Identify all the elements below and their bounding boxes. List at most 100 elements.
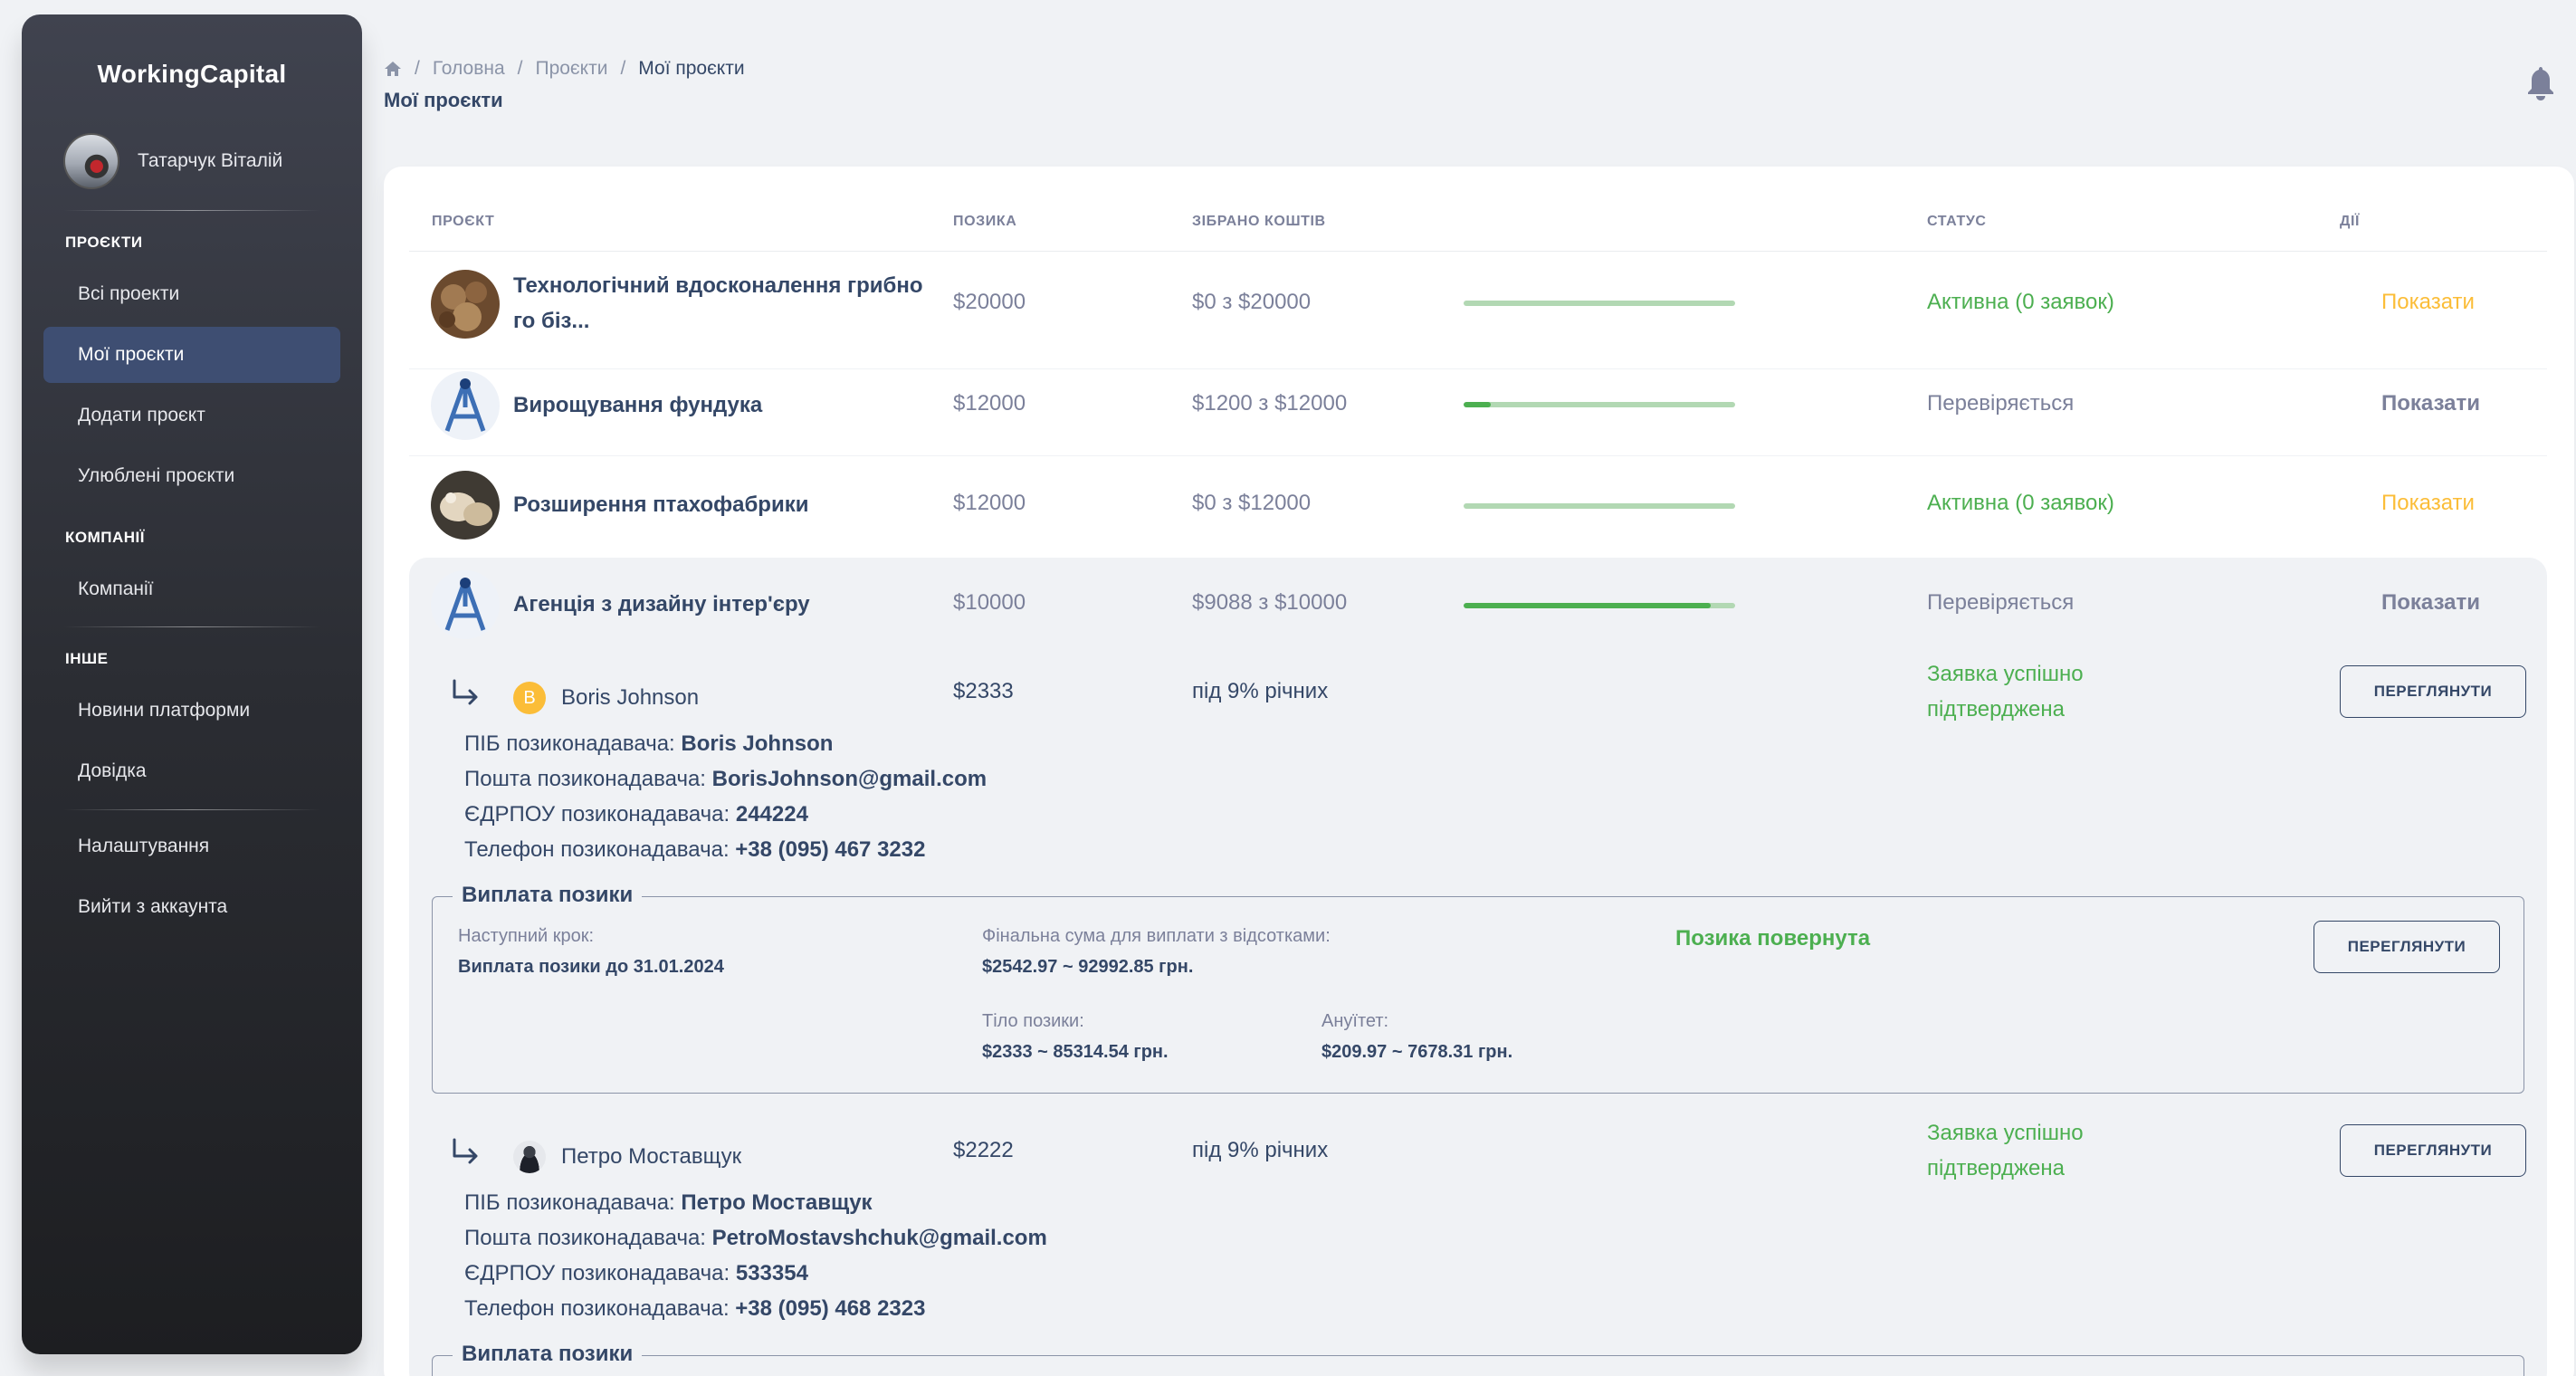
column-header-actions: ДІЇ: [2340, 214, 2361, 229]
breadcrumb-separator: /: [620, 58, 626, 79]
project-raised: $0 з $12000: [1192, 491, 1312, 515]
next-step-value: Виплата позики до 31.01.2024: [458, 957, 724, 977]
column-header-raised: ЗІБРАНО КОШТІВ: [1192, 214, 1326, 229]
annuity-label: Ануїтет:: [1321, 1011, 1389, 1031]
lender-status-line: Заявка успішно: [1927, 662, 2084, 686]
project-loan: $10000: [953, 590, 1026, 615]
sidebar-item-my-projects[interactable]: Мої проєкти: [43, 327, 340, 383]
project-image: [431, 371, 500, 440]
return-arrow-icon: [453, 679, 478, 705]
lender-edrpou-label: ЄДРПОУ позиконадавача:: [464, 1261, 736, 1285]
project-raised: $0 з $20000: [1192, 290, 1312, 314]
bell-icon[interactable]: [2525, 65, 2556, 101]
section-title-other: ІНШЕ: [65, 650, 109, 667]
column-header-status: СТАТУС: [1927, 214, 1987, 229]
repayment-fieldset: Виплата позики Наступний крок: Виплата п…: [432, 883, 2524, 1094]
show-link[interactable]: Показати: [2381, 590, 2481, 615]
project-name[interactable]: Вирощування фундука: [513, 393, 763, 417]
repayment-legend: Виплата позики: [453, 883, 643, 908]
progress-fill: [1464, 402, 1491, 407]
table-header-divider: [409, 251, 2547, 252]
progress-bar: [1464, 402, 1735, 407]
expanded-row-panel: [409, 558, 2547, 1376]
lender-phone-label: Телефон позиконадавача:: [464, 837, 736, 862]
breadcrumb-separator: /: [415, 58, 420, 79]
progress-bar: [1464, 301, 1735, 306]
lender-amount: $2333: [953, 679, 1014, 703]
sidebar-item-news[interactable]: Новини платформи: [78, 700, 251, 721]
row-divider: [409, 368, 2547, 369]
lender-edrpou-value: 533354: [735, 1261, 808, 1285]
loan-body-label: Тіло позики:: [982, 1011, 1084, 1031]
progress-fill: [1464, 603, 1711, 608]
view-button[interactable]: ПЕРЕГЛЯНУТИ: [2340, 1124, 2526, 1177]
project-loan: $12000: [953, 491, 1026, 515]
final-sum-value: $2542.97 ~ 92992.85 грн.: [982, 957, 1194, 977]
sidebar-item-help[interactable]: Довідка: [78, 760, 147, 781]
lender-rate: під 9% річних: [1192, 1138, 1329, 1162]
lender-edrpou: ЄДРПОУ позиконадавача: 533354: [464, 1261, 808, 1286]
lender-fio-label: ПІБ позиконадавача:: [464, 1190, 682, 1215]
project-status: Перевіряється: [1927, 391, 2075, 416]
sidebar-item-favorites[interactable]: Улюблені проєкти: [78, 465, 235, 486]
lender-fio-label: ПІБ позиконадавача:: [464, 731, 682, 756]
lender-email: Пошта позиконадавача: PetroMostavshchuk@…: [464, 1226, 1047, 1251]
lender-email-label: Пошта позиконадавача:: [464, 1226, 712, 1250]
sidebar: WorkingCapital Татарчук Віталій ПРОЄКТИ …: [22, 14, 362, 1354]
lender-status-line: підтверджена: [1927, 697, 2065, 721]
sidebar-item-all-projects[interactable]: Всі проекти: [78, 283, 180, 304]
progress-bar: [1464, 603, 1735, 608]
project-status: Перевіряється: [1927, 590, 2075, 615]
lender-fio: ПІБ позиконадавача: Boris Johnson: [464, 731, 833, 757]
lender-phone: Телефон позиконадавача: +38 (095) 468 23…: [464, 1296, 925, 1322]
next-step-label: Наступний крок:: [458, 926, 595, 946]
sidebar-item-settings[interactable]: Налаштування: [78, 836, 210, 856]
lender-fio-value: Петро Моставщук: [681, 1190, 873, 1215]
project-name-line: го біз...: [513, 309, 590, 333]
lender-email: Пошта позиконадавача: BorisJohnson@gmail…: [464, 767, 987, 792]
repayment-fieldset: Виплата позики: [432, 1342, 2524, 1376]
view-repayment-button[interactable]: ПЕРЕГЛЯНУТИ: [2314, 921, 2500, 973]
home-icon[interactable]: [384, 61, 402, 77]
lender-name: Boris Johnson: [561, 685, 700, 710]
lender-status-line: Заявка успішно: [1927, 1121, 2084, 1145]
sidebar-item-add-project[interactable]: Додати проєкт: [78, 405, 205, 425]
show-link[interactable]: Показати: [2381, 391, 2481, 416]
project-loan: $12000: [953, 391, 1026, 416]
breadcrumb-home[interactable]: Головна: [432, 58, 505, 79]
lender-email-label: Пошта позиконадавача:: [464, 767, 712, 791]
breadcrumb-separator: /: [517, 58, 523, 79]
repayment-status: Позика повернута: [1675, 926, 1871, 951]
lender-amount: $2222: [953, 1138, 1014, 1162]
project-name[interactable]: Розширення птахофабрики: [513, 492, 809, 517]
avatar: [63, 133, 119, 189]
progress-bar: [1464, 503, 1735, 509]
repayment-legend: Виплата позики: [453, 1342, 643, 1367]
breadcrumb: / Головна / Проєкти / Мої проєкти: [384, 58, 745, 80]
project-name[interactable]: Агенція з дизайну інтер'єру: [513, 592, 810, 616]
divider: [63, 626, 320, 627]
project-name[interactable]: Технологічний вдосконалення грибно го бі…: [513, 268, 922, 339]
project-status: Активна (0 заявок): [1927, 491, 2114, 515]
lender-status: Заявка успішно підтверджена: [1927, 656, 2084, 727]
breadcrumb-projects[interactable]: Проєкти: [535, 58, 608, 79]
section-title-companies: КОМПАНІЇ: [65, 529, 145, 546]
return-arrow-icon: [453, 1138, 478, 1164]
lender-fio: ПІБ позиконадавача: Петро Моставщук: [464, 1190, 873, 1216]
row-divider: [409, 455, 2547, 456]
sidebar-item-companies[interactable]: Компанії: [78, 578, 154, 599]
show-link[interactable]: Показати: [2381, 290, 2475, 314]
page-title: Мої проєкти: [384, 89, 503, 111]
sidebar-item-logout[interactable]: Вийти з аккаунта: [78, 896, 228, 917]
lender-avatar: [513, 1141, 546, 1173]
project-status: Активна (0 заявок): [1927, 290, 2114, 314]
lender-phone-value: +38 (095) 468 2323: [735, 1296, 926, 1321]
show-link[interactable]: Показати: [2381, 491, 2475, 515]
column-header-project: ПРОЄКТ: [432, 214, 495, 229]
brand-logo[interactable]: WorkingCapital: [97, 60, 287, 88]
user-profile[interactable]: Татарчук Віталій: [63, 132, 282, 190]
divider: [63, 210, 320, 211]
view-button[interactable]: ПЕРЕГЛЯНУТИ: [2340, 665, 2526, 718]
lender-status-line: підтверджена: [1927, 1156, 2065, 1180]
lender-phone-label: Телефон позиконадавача:: [464, 1296, 736, 1321]
